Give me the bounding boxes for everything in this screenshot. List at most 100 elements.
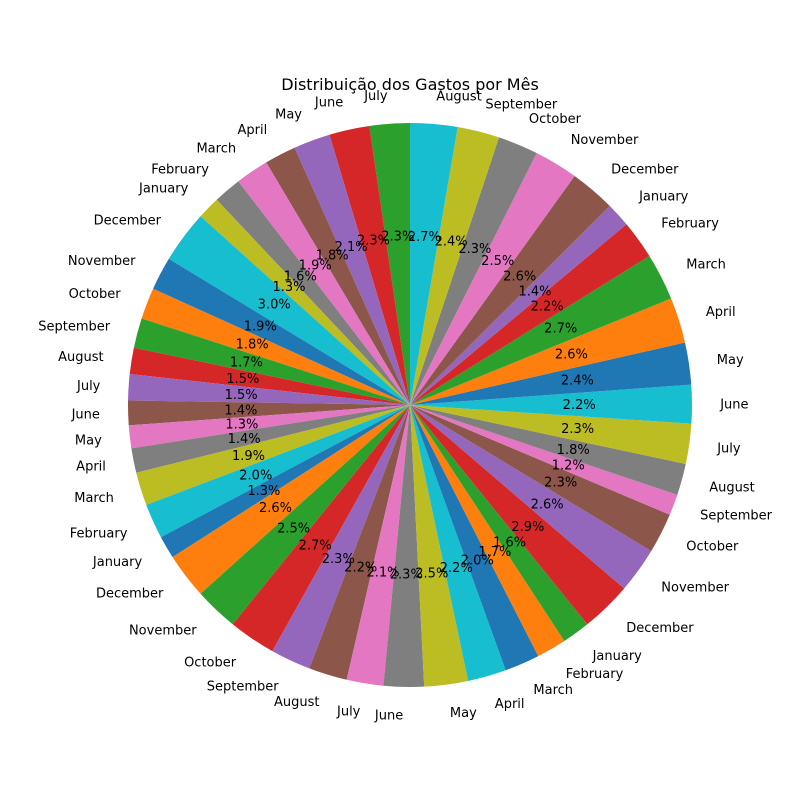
slice-label: January (638, 189, 689, 204)
slice-percent-label: 2.4% (435, 234, 468, 249)
slice-percent-label: 1.6% (493, 535, 526, 550)
pie-slice (128, 373, 410, 405)
pie-slice (410, 205, 627, 405)
slice-label: December (96, 587, 164, 602)
slice-label: March (74, 491, 114, 506)
slice-percent-label: 2.7% (408, 230, 441, 245)
slice-percent-label: 2.7% (544, 322, 577, 337)
slice-label: June (314, 96, 343, 111)
slice-label: May (450, 706, 477, 721)
pie-slice (410, 405, 469, 687)
pie-slice (369, 122, 410, 405)
pie-slice (410, 405, 652, 589)
slice-label: September (38, 319, 111, 334)
slice-percent-label: 1.6% (284, 270, 317, 285)
slice-label: July (76, 379, 101, 394)
slice-label: February (661, 217, 719, 232)
pie-slice (410, 405, 686, 495)
pie-slice (410, 298, 685, 405)
pie-slice (146, 405, 410, 538)
slice-percent-label: 2.5% (481, 254, 514, 269)
pie-slice (346, 405, 410, 686)
slice-percent-label: 1.9% (232, 449, 265, 464)
pie-slice (272, 405, 410, 669)
pie-slice (410, 176, 610, 405)
slice-label: May (275, 108, 302, 123)
slice-label: April (495, 697, 525, 712)
pie-slice (309, 405, 410, 680)
slice-percent-label: 2.3% (458, 242, 491, 257)
slice-percent-label: 2.2% (563, 398, 596, 413)
slice-percent-label: 2.3% (357, 233, 390, 248)
pie-slice (200, 405, 410, 625)
slice-percent-label: 2.2% (440, 561, 473, 576)
pie-slice (410, 405, 539, 671)
slice-label: December (611, 162, 679, 177)
slice-percent-label: 2.3% (544, 476, 577, 491)
pie-slice (410, 405, 565, 657)
pie-slice (410, 224, 650, 405)
slice-percent-label: 2.3% (381, 230, 414, 245)
slice-percent-label: 2.4% (561, 374, 594, 389)
pie-slice (131, 405, 410, 473)
slice-label: April (76, 460, 106, 475)
slice-percent-label: 1.4% (224, 403, 257, 418)
slice-label: March (533, 683, 573, 698)
slice-percent-label: 1.3% (225, 418, 258, 433)
slice-label: November (129, 624, 197, 639)
pie-slice (266, 147, 410, 405)
slice-percent-label: 1.4% (518, 284, 551, 299)
slice-percent-label: 2.6% (259, 501, 292, 516)
slice-label: May (75, 434, 102, 449)
slice-label: January (592, 649, 643, 664)
pie-slice (410, 137, 537, 405)
slice-label: August (58, 350, 104, 365)
slice-label: February (70, 526, 128, 541)
pie-slice (410, 405, 588, 641)
pie-slice (410, 405, 625, 625)
slice-label: February (151, 162, 209, 177)
slice-percent-label: 2.5% (415, 566, 448, 581)
slice-label: October (184, 655, 237, 670)
pie-slice (160, 405, 410, 558)
pie-slice (410, 405, 670, 552)
slice-percent-label: 2.0% (239, 468, 272, 483)
slice-percent-label: 2.9% (511, 520, 544, 535)
pie-labels: July 2.3% June 2.3% May 2.1% April 1.8% March 1.9… (38, 89, 773, 723)
slice-percent-label: 1.8% (316, 248, 349, 263)
slice-label: October (529, 112, 582, 127)
pie-slice (410, 405, 692, 465)
slice-percent-label: 2.2% (344, 560, 377, 575)
slice-label: September (485, 98, 558, 113)
pie-slice (127, 400, 411, 426)
slice-label: January (138, 182, 189, 197)
pie-slice (216, 181, 410, 405)
slice-percent-label: 2.3% (390, 568, 423, 583)
slice-percent-label: 1.7% (230, 355, 263, 370)
slice-label: June (71, 407, 100, 422)
pie-slice (410, 342, 692, 405)
slice-percent-label: 1.8% (557, 443, 590, 458)
pie-slice (153, 258, 410, 405)
slice-label: July (363, 89, 388, 104)
slice-percent-label: 1.2% (552, 458, 585, 473)
pie-slice (410, 153, 575, 405)
pie-slice (128, 405, 411, 449)
pie-slice (168, 216, 410, 405)
slice-label: December (94, 214, 162, 229)
slice-percent-label: 2.1% (366, 566, 399, 581)
pie-slice (410, 255, 672, 405)
slice-label: September (207, 680, 280, 695)
slice-label: January (92, 555, 143, 570)
slice-percent-label: 2.5% (277, 521, 310, 536)
slice-percent-label: 1.9% (299, 258, 332, 273)
slice-label: September (700, 508, 773, 523)
slice-label: February (566, 667, 624, 682)
pie-slice (129, 347, 410, 405)
pie-slice (141, 288, 410, 405)
slice-label: March (686, 257, 726, 272)
slice-label: August (709, 481, 755, 496)
slice-label: October (686, 540, 739, 555)
slice-percent-label: 1.8% (236, 338, 269, 353)
